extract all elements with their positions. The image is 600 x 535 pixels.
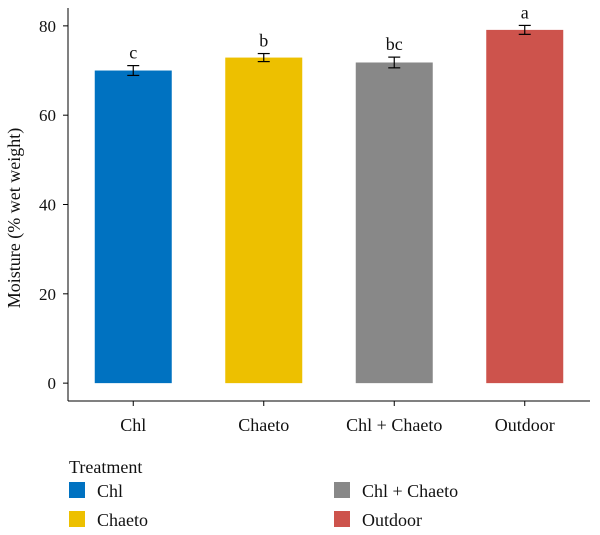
legend-swatch <box>69 511 85 527</box>
x-tick-label: Outdoor <box>495 415 555 435</box>
legend-title: Treatment <box>69 457 142 477</box>
error-bar <box>518 24 531 35</box>
legend-swatch <box>69 482 85 498</box>
y-tick-label: 20 <box>39 285 56 304</box>
significance-label: c <box>129 43 137 63</box>
error-bar <box>257 52 270 63</box>
legend-label: Outdoor <box>362 510 422 530</box>
legend-label: Chl + Chaeto <box>362 481 458 501</box>
plot-area: 0 20 40 60 80 c Chl b Chaeto bc Chl + Chaeto a Outdo… <box>39 2 590 435</box>
significance-label: b <box>259 31 268 51</box>
y-tick-label: 80 <box>39 17 56 36</box>
bar <box>355 62 433 384</box>
error-bar <box>127 65 140 77</box>
legend-item: Outdoor <box>334 510 422 530</box>
significance-label: bc <box>386 34 403 54</box>
bar <box>94 70 172 384</box>
x-tick-label: Chaeto <box>238 415 289 435</box>
legend-item: Chaeto <box>69 510 148 530</box>
legend-label: Chaeto <box>97 510 148 530</box>
y-tick-label: 40 <box>39 196 56 215</box>
legend-swatch <box>334 482 350 498</box>
significance-label: a <box>521 2 529 22</box>
x-tick-label: Chl + Chaeto <box>346 415 442 435</box>
legend-label: Chl <box>97 481 123 501</box>
y-tick-label: 60 <box>39 106 56 125</box>
legend-swatch <box>334 511 350 527</box>
y-axis-label: Moisture (% wet weight) <box>4 128 25 308</box>
bar <box>225 57 303 384</box>
error-bar <box>388 56 401 69</box>
y-tick-label: 0 <box>48 374 57 393</box>
legend-item: Chl + Chaeto <box>334 481 458 501</box>
bar <box>486 29 564 384</box>
legend-item: Chl <box>69 481 123 501</box>
x-tick-label: Chl <box>120 415 146 435</box>
legend: Treatment Chl Chaeto Chl + Chaeto Outdoor <box>69 457 458 530</box>
